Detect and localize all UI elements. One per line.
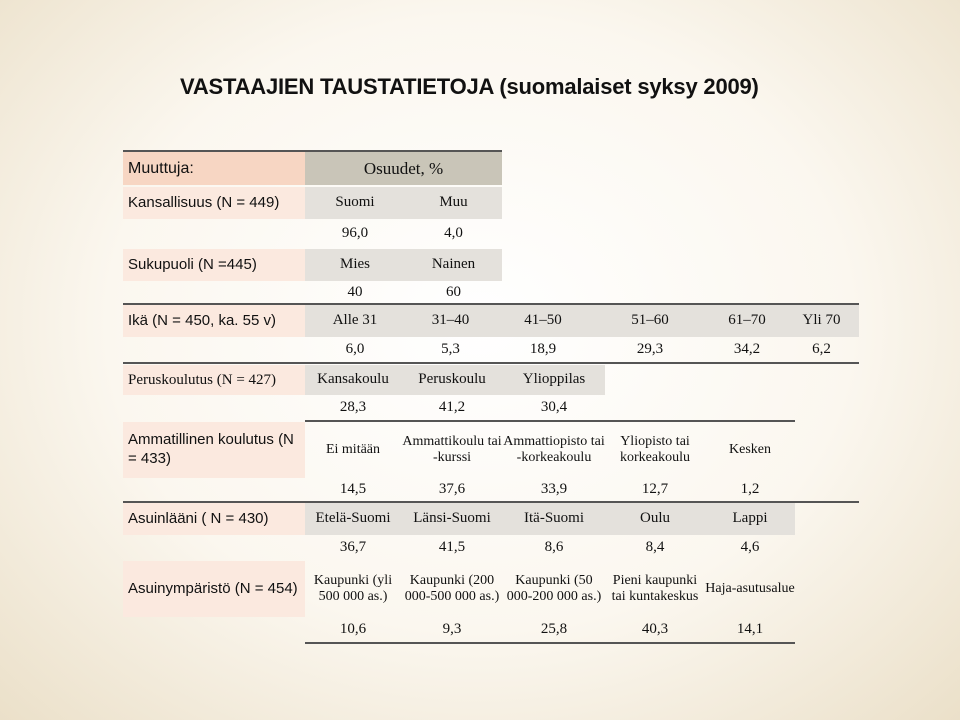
environment-value: 10,6 bbox=[339, 621, 367, 638]
nationality-value: 96,0 bbox=[341, 225, 369, 242]
vocational-category: Ammattiopisto tai -korkeakoulu bbox=[503, 433, 605, 465]
age-bottom-rule bbox=[123, 362, 859, 364]
age-value: 29,3 bbox=[636, 341, 664, 358]
vocational-category: Kesken bbox=[729, 441, 771, 457]
region-category: Oulu bbox=[640, 510, 670, 527]
vocational-label-bg bbox=[123, 422, 305, 478]
nationality-category: Muu bbox=[439, 194, 468, 211]
age-category: 31–40 bbox=[431, 312, 470, 329]
environment-category: Pieni kaupunki tai kuntakeskus bbox=[611, 572, 699, 604]
gender-label: Sukupuoli (N =445) bbox=[128, 255, 257, 273]
vocational-category: Ammattikoulu tai -kurssi bbox=[402, 433, 502, 465]
vocational-category: Ei mitään bbox=[325, 441, 381, 457]
basic-education-label-bg bbox=[123, 365, 305, 395]
age-category-bg bbox=[305, 305, 859, 337]
vocational-value: 1,2 bbox=[740, 481, 760, 498]
vocational-value: 37,6 bbox=[438, 481, 466, 498]
gender-value: 60 bbox=[446, 284, 461, 301]
age-category: 41–50 bbox=[524, 312, 562, 329]
gender-value: 40 bbox=[347, 284, 363, 301]
basic-education-category: Kansakoulu bbox=[317, 371, 389, 388]
age-top-rule bbox=[123, 303, 859, 305]
region-value: 36,7 bbox=[339, 539, 367, 556]
region-value: 8,6 bbox=[544, 539, 564, 556]
environment-category: Kaupunki (50 000-200 000 as.) bbox=[506, 572, 602, 604]
page-title: VASTAAJIEN TAUSTATIETOJA (suomalaiset sy… bbox=[180, 74, 759, 99]
environment-label-bg bbox=[123, 561, 305, 617]
vocational-bottom-rule bbox=[123, 501, 859, 503]
age-value: 18,9 bbox=[529, 341, 557, 358]
nationality-category: Suomi bbox=[335, 194, 375, 211]
environment-value: 25,8 bbox=[540, 621, 568, 638]
basic-education-value: 41,2 bbox=[438, 399, 466, 416]
nationality-value: 4,0 bbox=[444, 225, 463, 242]
age-category: Yli 70 bbox=[802, 312, 841, 329]
environment-label: Asuinympäristö (N = 454) bbox=[128, 579, 298, 597]
nationality-label: Kansallisuus (N = 449) bbox=[128, 193, 280, 211]
age-category: Alle 31 bbox=[332, 312, 378, 329]
environment-bottom-rule bbox=[305, 642, 795, 644]
region-value: 4,6 bbox=[740, 539, 760, 556]
environment-category: Kaupunki (yli 500 000 as.) bbox=[313, 572, 393, 604]
header-right-bg bbox=[305, 152, 502, 185]
basic-education-bottom-rule bbox=[305, 420, 795, 422]
age-value: 6,2 bbox=[812, 341, 831, 358]
header-shares-label: Osuudet, % bbox=[363, 158, 444, 178]
age-value: 6,0 bbox=[345, 341, 365, 358]
age-label-bg bbox=[123, 305, 305, 337]
region-category-bg bbox=[305, 503, 795, 535]
gender-label-bg bbox=[123, 249, 305, 281]
nationality-label-bg bbox=[123, 187, 305, 219]
region-category: Länsi-Suomi bbox=[413, 510, 491, 527]
age-value: 5,3 bbox=[441, 341, 460, 358]
age-label: Ikä (N = 450, ka. 55 v) bbox=[128, 311, 276, 329]
basic-education-category: Peruskoulu bbox=[418, 371, 486, 388]
basic-education-label: Peruskoulutus (N = 427) bbox=[128, 371, 277, 388]
region-label-bg bbox=[123, 503, 305, 535]
basic-education-category-bg bbox=[305, 365, 605, 395]
region-category: Etelä-Suomi bbox=[315, 510, 391, 527]
basic-education-value: 30,4 bbox=[540, 399, 568, 416]
vocational-category: Yliopisto tai korkeakoulu bbox=[620, 433, 690, 465]
environment-value: 9,3 bbox=[442, 621, 462, 638]
vocational-value: 12,7 bbox=[641, 481, 669, 498]
vocational-label: Ammatillinen koulutus (N = 433) bbox=[128, 431, 294, 467]
age-category: 61–70 bbox=[728, 312, 766, 329]
header-left-bg bbox=[123, 152, 305, 185]
gender-category: Mies bbox=[340, 256, 370, 273]
region-category: Itä-Suomi bbox=[524, 510, 584, 527]
gender-category-bg bbox=[305, 249, 502, 281]
environment-value: 14,1 bbox=[736, 621, 764, 638]
age-value: 34,2 bbox=[733, 341, 761, 358]
region-value: 41,5 bbox=[438, 539, 466, 556]
region-category: Lappi bbox=[732, 510, 768, 527]
region-value: 8,4 bbox=[645, 539, 665, 556]
vocational-value: 14,5 bbox=[339, 481, 367, 498]
age-category: 51–60 bbox=[631, 312, 669, 329]
environment-value: 40,3 bbox=[641, 621, 669, 638]
environment-category: Kaupunki (200 000-500 000 as.) bbox=[404, 572, 500, 604]
basic-education-category: Ylioppilas bbox=[522, 371, 586, 388]
region-label: Asuinlääni ( N = 430) bbox=[128, 509, 269, 527]
gender-category: Nainen bbox=[431, 256, 476, 273]
header-top-rule bbox=[123, 150, 502, 152]
basic-education-value: 28,3 bbox=[339, 399, 367, 416]
header-variable-label: Muuttuja: bbox=[128, 159, 194, 177]
vocational-value: 33,9 bbox=[540, 481, 568, 498]
environment-category: Haja-asutusalue bbox=[705, 580, 795, 596]
nationality-category-bg bbox=[305, 187, 502, 219]
